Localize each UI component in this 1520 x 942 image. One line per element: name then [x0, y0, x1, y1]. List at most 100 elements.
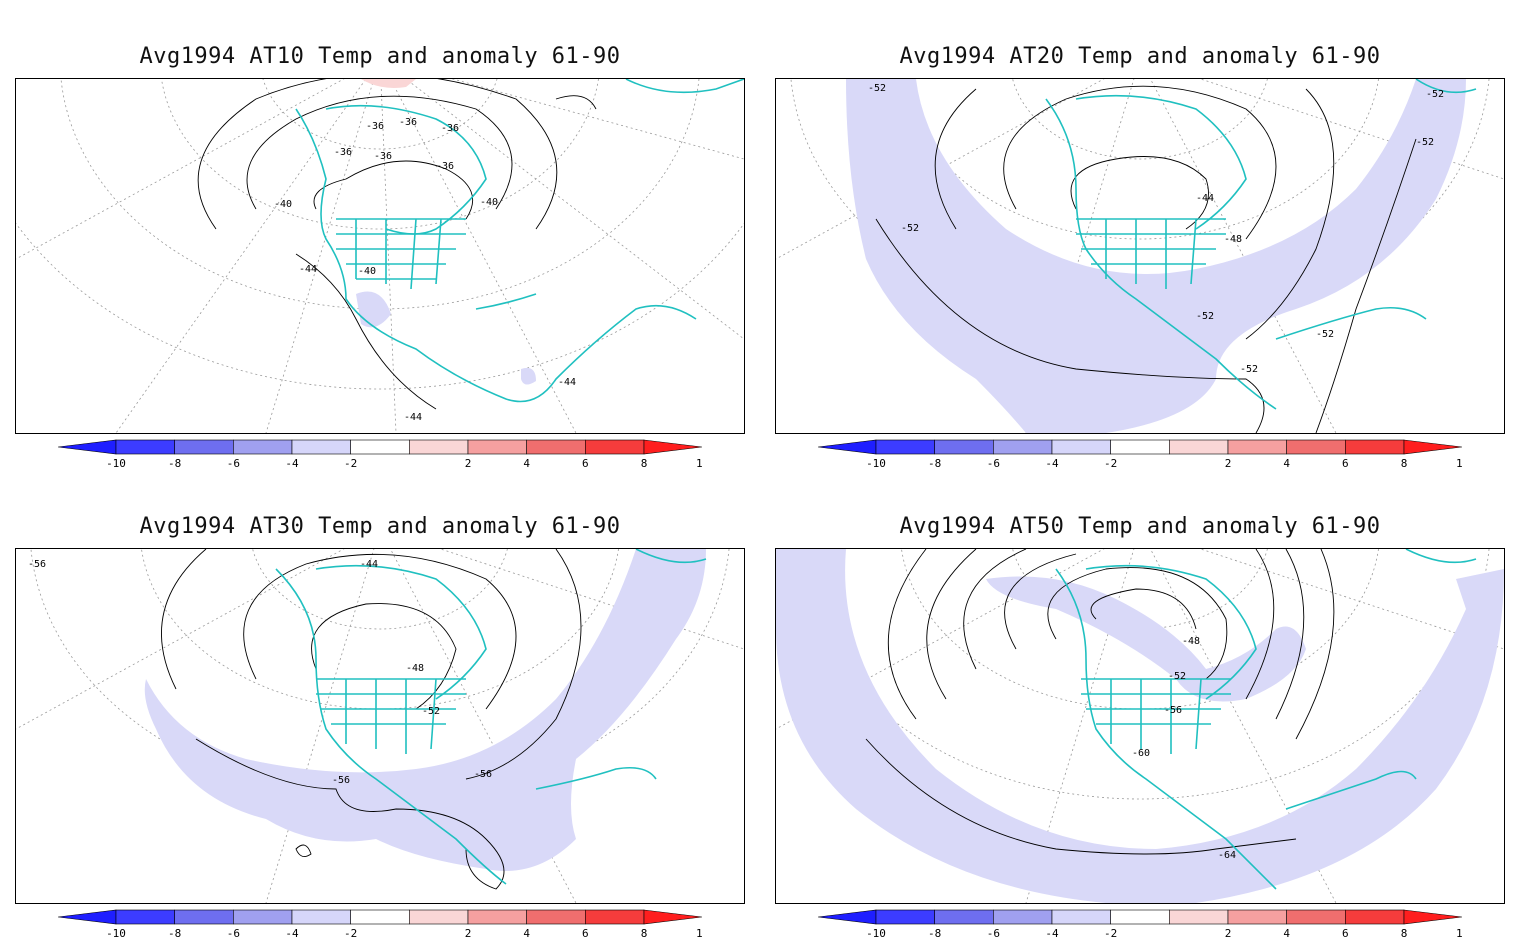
- anomaly-negative: [776, 549, 1504, 903]
- colorbar-tick-label: 8: [641, 927, 648, 940]
- colorbar-tick-label: -2: [344, 457, 357, 470]
- colorbar-box: [174, 909, 234, 925]
- contour-labels: -48 -52 -56 -60 -64: [1132, 636, 1236, 861]
- anomaly-negative: [521, 367, 536, 385]
- colorbar-arrow-right: [643, 909, 702, 925]
- colorbar-box: [350, 439, 410, 455]
- contour-label: -36: [441, 123, 459, 134]
- colorbar-tick-label: -6: [987, 457, 1000, 470]
- colorbar-box: [1227, 909, 1287, 925]
- colorbar-tick-label: -6: [227, 927, 240, 940]
- coastlines: [1045, 79, 1477, 410]
- colorbar-box: [1169, 909, 1229, 925]
- colorbar-tick-label: 2: [1225, 457, 1232, 470]
- contour-label: -36: [374, 151, 392, 162]
- contour-label: -40: [480, 197, 498, 208]
- colorbar-box: [115, 909, 175, 925]
- map-svg: -36 -36 -36 -36 -36 -36 -40 -40 -40 -44 …: [16, 79, 744, 433]
- colorbar-box: [291, 439, 351, 455]
- colorbar-box: [934, 439, 994, 455]
- colorbar-box: [1227, 439, 1287, 455]
- colorbar-tick-label: 4: [523, 457, 530, 470]
- colorbar: -10 -8 -6 -4 -2 2 4 6 8 10: [58, 439, 702, 470]
- colorbar-arrow-left: [58, 909, 117, 925]
- colorbar: -10 -8 -6 -4 -2 2 4 6 8 10: [818, 909, 1462, 940]
- contour-label: -52: [1240, 364, 1258, 375]
- colorbar-box: [585, 439, 645, 455]
- contour-label: -60: [1132, 748, 1150, 759]
- anomaly-positive: [361, 79, 416, 88]
- contours: [197, 79, 597, 410]
- contour-label: -56: [28, 559, 46, 570]
- colorbar-tick-label: -8: [928, 457, 941, 470]
- contour-labels: -56 -44 -48 -52 -56 -56: [28, 559, 492, 786]
- colorbar-box: [1345, 439, 1405, 455]
- contour-label: -36: [334, 147, 352, 158]
- contour-label: -44: [558, 377, 576, 388]
- anomaly-shading: [356, 79, 536, 385]
- colorbar-tick-label: -10: [866, 927, 886, 940]
- contour-labels: -36 -36 -36 -36 -36 -36 -40 -40 -40 -44 …: [274, 117, 576, 423]
- map-svg: -56 -44 -48 -52 -56 -56: [16, 549, 744, 903]
- colorbar-box: [291, 909, 351, 925]
- colorbar-box: [233, 439, 293, 455]
- colorbar-box: [993, 909, 1053, 925]
- colorbar-tick-label: -2: [344, 927, 357, 940]
- colorbar-box: [174, 439, 234, 455]
- colorbar-tick-label: 8: [1401, 457, 1408, 470]
- colorbar-arrow-right: [1403, 909, 1462, 925]
- map-at30: -56 -44 -48 -52 -56 -56: [15, 548, 745, 904]
- colorbar-tick-label: -4: [285, 927, 299, 940]
- colorbar-box: [115, 439, 175, 455]
- colorbar-box: [350, 909, 410, 925]
- contour-label: -40: [358, 266, 376, 277]
- contour-label: -52: [1426, 89, 1444, 100]
- contour-label: -52: [901, 223, 919, 234]
- colorbar-box: [993, 439, 1053, 455]
- colorbar-tick-label: 10: [1456, 457, 1462, 470]
- anomaly-negative: [144, 549, 706, 871]
- colorbar-tick-label: -4: [1045, 457, 1059, 470]
- contour-label: -36: [436, 161, 454, 172]
- coastlines: [275, 549, 707, 885]
- anomaly-negative: [846, 79, 1466, 433]
- map-at10: -36 -36 -36 -36 -36 -36 -40 -40 -40 -44 …: [15, 78, 745, 434]
- colorbar-tick-label: -4: [285, 457, 299, 470]
- colorbar-arrow-left: [818, 909, 877, 925]
- colorbar-tick-label: 10: [696, 457, 702, 470]
- contour-label: -48: [1224, 234, 1242, 245]
- contour-label: -44: [404, 412, 422, 423]
- colorbar-box: [875, 439, 935, 455]
- contour-label: -48: [1182, 636, 1200, 647]
- contour-label: -48: [406, 663, 424, 674]
- colorbar-box: [1051, 439, 1111, 455]
- colorbar-tick-label: -10: [106, 457, 126, 470]
- contour-label: -44: [1196, 193, 1214, 204]
- colorbar-box: [526, 909, 586, 925]
- colorbar-tick-label: -4: [1045, 927, 1059, 940]
- colorbar-box: [934, 909, 994, 925]
- colorbar-tick-label: -6: [987, 927, 1000, 940]
- contour-label: -52: [1416, 137, 1434, 148]
- contour-label: -56: [474, 769, 492, 780]
- colorbar-tick-label: -8: [168, 927, 181, 940]
- colorbar-arrow-right: [1403, 439, 1462, 455]
- colorbar-box: [1286, 909, 1346, 925]
- panel-at10: Avg1994 AT10 Temp and anomaly 61-90: [0, 0, 760, 470]
- anomaly-negative: [356, 291, 391, 328]
- contour-label: -64: [1218, 850, 1236, 861]
- contour-label: -36: [399, 117, 417, 128]
- colorbar-box: [1051, 909, 1111, 925]
- map-svg: -52 -52 -52 -52 -44 -48 -52 -52 -52: [776, 79, 1504, 433]
- colorbar-tick-label: 8: [1401, 927, 1408, 940]
- colorbar: -10 -8 -6 -4 -2 2 4 6 8 10: [58, 909, 702, 940]
- colorbar-box: [1169, 439, 1229, 455]
- coastlines: [1055, 549, 1477, 890]
- colorbar-tick-label: 10: [1456, 927, 1462, 940]
- colorbar-tick-label: 6: [582, 927, 589, 940]
- panel-title: Avg1994 AT20 Temp and anomaly 61-90: [899, 44, 1381, 69]
- colorbar-tick-label: 4: [1283, 457, 1290, 470]
- colorbar-tick-label: -8: [928, 927, 941, 940]
- contour-label: -56: [332, 775, 350, 786]
- colorbar-tick-label: 4: [523, 927, 530, 940]
